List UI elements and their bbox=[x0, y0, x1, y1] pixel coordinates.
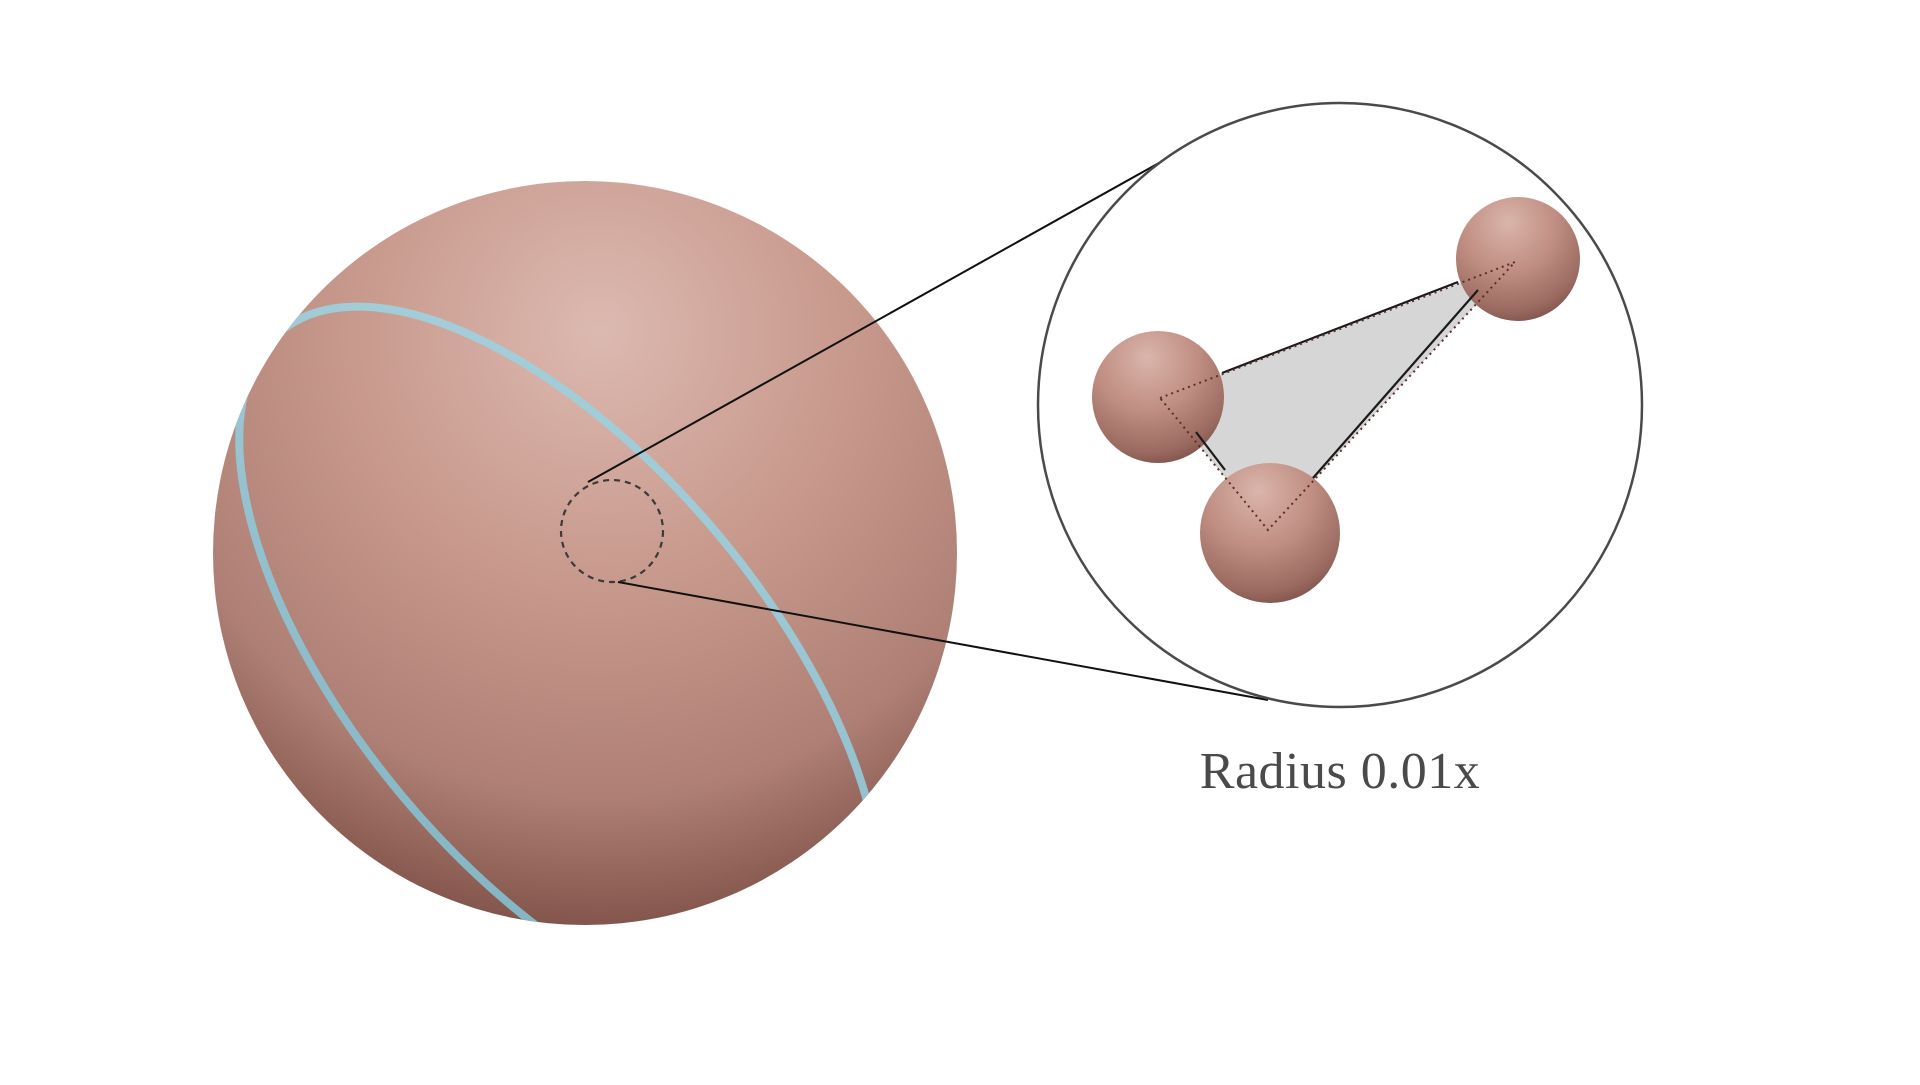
selection-circle bbox=[559, 478, 665, 584]
triangle-edge-right bbox=[1312, 289, 1479, 479]
triangle-face bbox=[1160, 262, 1515, 530]
triangle-edge-top bbox=[1221, 280, 1459, 375]
zoom-circle bbox=[1036, 101, 1644, 709]
vertex-sphere-right-icon bbox=[1456, 197, 1580, 321]
vertex-sphere-left-icon bbox=[1092, 331, 1224, 463]
connector-line-top bbox=[587, 139, 1201, 483]
large-sphere-icon bbox=[213, 181, 957, 925]
radius-caption: Radius 0.01x bbox=[1199, 743, 1481, 800]
connector-line-bottom bbox=[617, 581, 1269, 701]
triangle-edge-left bbox=[1195, 431, 1226, 471]
vertex-sphere-bottom-icon bbox=[1200, 463, 1340, 603]
triangle-dotted-outline bbox=[1158, 261, 1516, 532]
